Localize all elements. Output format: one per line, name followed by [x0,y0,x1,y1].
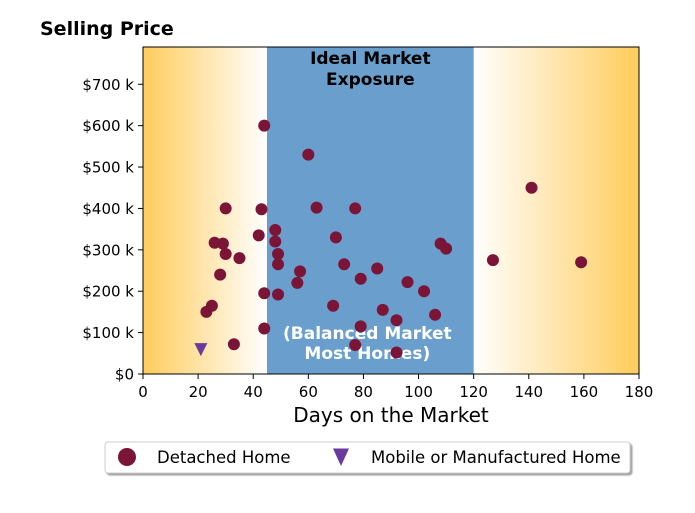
plot-frame [142,46,640,375]
y-tick-label: $300 k [82,241,134,259]
point-detached-home [258,322,271,335]
x-tick-label: 80 [354,383,373,401]
band-label-top-line: Ideal Market [310,49,431,69]
point-detached-home [255,203,268,216]
point-detached-home [327,299,340,312]
band-2 [473,47,639,374]
y-tick-label: $600 k [82,117,134,135]
point-detached-home [272,288,285,301]
point-detached-home [390,346,403,359]
point-detached-home [390,314,403,327]
legend-label-mobile-home: Mobile or Manufactured Home [371,448,621,467]
point-detached-home [329,231,342,244]
x-tick-label: 100 [404,383,433,401]
point-detached-home [252,229,265,242]
y-tick-label: $0 [115,366,134,384]
point-detached-home [371,262,384,275]
point-detached-home [575,256,588,269]
y-tick-label: $400 k [82,200,134,218]
y-tick-label: $200 k [82,283,134,301]
point-detached-home [258,287,271,300]
point-detached-home [349,202,362,215]
y-tick-label: $100 k [82,324,134,342]
x-tick-label: 120 [459,383,488,401]
y-tick-label: $500 k [82,159,134,177]
point-detached-home [349,339,362,352]
point-detached-home [219,247,232,260]
point-detached-home [269,235,282,248]
point-detached-home [219,202,232,215]
x-axis-label: Days on the Market [293,403,489,427]
x-tick-label: 160 [570,383,599,401]
legend-marker-mobile-home [333,448,349,466]
band-label-bottom-line: (Balanced Market [283,324,452,344]
legend-label-detached-home: Detached Home [157,448,291,467]
band-1 [267,47,474,374]
chart-title: Selling Price [40,18,174,40]
point-detached-home [272,247,285,260]
band-0 [143,47,267,374]
y-axis: $0 $100 k $200 k $300 k $400 k $500 k $600 k $7… [82,76,143,384]
point-detached-home [302,148,315,161]
point-detached-home [486,254,499,267]
point-detached-home [440,242,453,255]
x-tick-label: 60 [299,383,318,401]
point-detached-home [216,237,229,250]
point-detached-home [233,252,246,265]
point-detached-home [227,338,240,351]
point-detached-home [525,181,538,194]
point-detached-home [214,268,227,281]
x-tick-label: 20 [189,383,208,401]
band-label-bottom-line: Most Homes) [304,344,430,364]
background-bands [143,47,639,374]
point-detached-home [429,308,442,321]
point-detached-home [269,223,282,236]
legend-marker-detached-home [118,448,136,466]
x-tick-label: 0 [138,383,148,401]
legend-box [104,441,631,474]
point-detached-home [258,119,271,132]
point-detached-home [354,272,367,285]
point-detached-home [310,201,323,214]
point-detached-home [272,258,285,271]
x-tick-label: 40 [244,383,263,401]
band-label-top-line: Exposure [326,70,415,90]
point-detached-home [354,320,367,333]
y-tick-label: $700 k [82,76,134,94]
point-detached-home [418,285,431,298]
point-detached-home [294,265,307,278]
point-detached-home [338,258,351,271]
x-tick-label: 140 [514,383,543,401]
legend: Detached Home Mobile or Manufactured Hom… [104,441,631,474]
point-detached-home [376,303,389,316]
point-detached-home [291,276,304,289]
x-axis: 0 20 40 60 80 100 120 140 160 180 [138,374,653,401]
x-tick-label: 180 [625,383,654,401]
point-mobile-home [194,343,208,357]
point-detached-home [205,299,218,312]
point-detached-home [401,276,414,289]
data-points [194,119,588,359]
